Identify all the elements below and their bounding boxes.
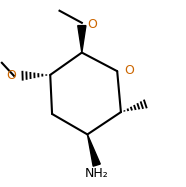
- Text: O: O: [6, 69, 16, 82]
- Text: O: O: [87, 18, 97, 31]
- Text: O: O: [125, 64, 134, 77]
- Text: NH₂: NH₂: [85, 167, 109, 180]
- Polygon shape: [87, 134, 100, 166]
- Polygon shape: [78, 26, 86, 53]
